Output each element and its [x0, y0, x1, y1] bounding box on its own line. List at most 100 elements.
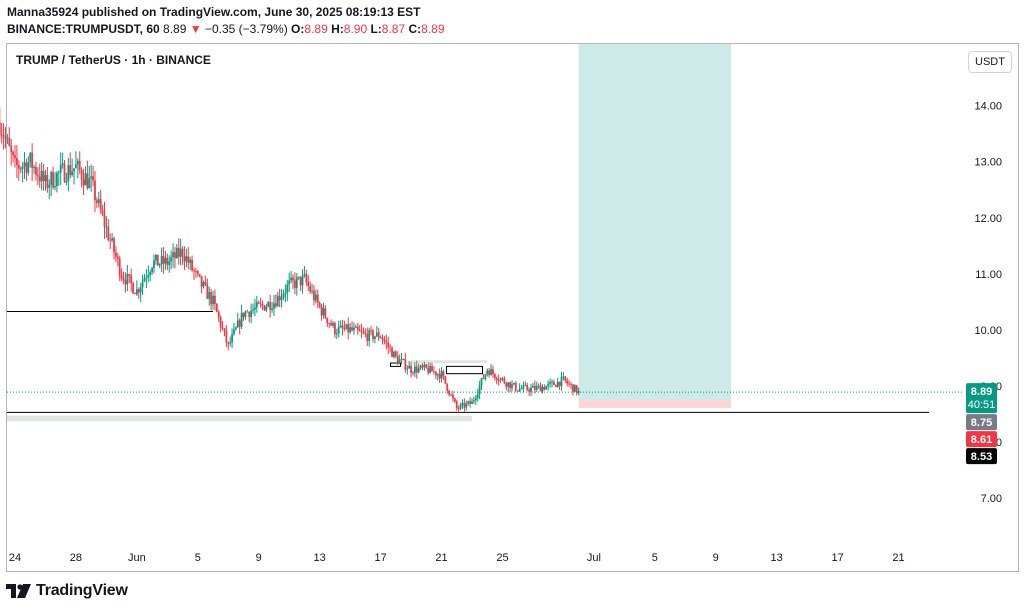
candle-body: [564, 376, 567, 381]
candle-body: [343, 328, 346, 330]
chart-frame[interactable]: [6, 43, 1019, 572]
candle-body: [141, 281, 144, 288]
high-label: H:: [331, 22, 344, 36]
candle-body: [339, 325, 342, 327]
candle-body: [457, 408, 460, 409]
candle-body: [566, 380, 569, 384]
candle-body: [533, 385, 536, 390]
candle-body: [294, 280, 296, 288]
candle-body: [65, 181, 68, 183]
candle-body: [436, 373, 439, 376]
candle-body: [412, 372, 414, 374]
candle-body: [394, 351, 397, 357]
candle-body: [164, 257, 167, 264]
candle-body: [309, 285, 312, 292]
time-axis[interactable]: 24 28 Jun 5 9 13 17 21 25 Jul 5 9 13 17 21: [9, 552, 905, 564]
candle-body: [377, 332, 380, 338]
candle-body: [465, 403, 468, 408]
candle-body: [402, 358, 405, 360]
last-price: 8.89: [163, 22, 187, 36]
candle-body: [206, 284, 209, 299]
candle-body: [46, 175, 49, 188]
time-tick-label: 5: [652, 552, 658, 564]
candle-body: [248, 311, 251, 317]
candle-body: [217, 311, 220, 318]
candle-body: [55, 172, 58, 186]
candle-body: [284, 292, 287, 294]
candle-body: [122, 278, 125, 280]
candle-body: [25, 162, 28, 173]
candle-body: [575, 385, 578, 394]
candle-body: [295, 277, 298, 288]
candle-body: [130, 275, 133, 283]
candle-body: [134, 293, 136, 295]
candle-body: [459, 404, 462, 409]
candle-body: [61, 163, 64, 165]
candle-body: [507, 382, 510, 387]
candle-body: [8, 137, 11, 146]
candle-body: [189, 259, 192, 263]
candle-body: [97, 199, 100, 203]
candle-body: [257, 302, 260, 304]
publisher-line: Manna35924 published on TradingView.com,…: [7, 5, 421, 19]
candle-body: [35, 167, 37, 175]
candle-body: [286, 284, 289, 293]
candle-body: [573, 385, 576, 392]
candle-body: [149, 272, 152, 276]
candle-body: [434, 371, 437, 376]
range-box: [390, 362, 402, 367]
brand-name: TradingView: [36, 582, 128, 599]
candle-body: [318, 302, 321, 307]
candle-body: [116, 256, 119, 259]
candle-body: [389, 347, 392, 348]
candle-body: [17, 164, 20, 169]
candles: [0, 107, 580, 413]
candle-body: [156, 254, 159, 266]
candle-body: [27, 162, 30, 173]
candle-body: [433, 371, 435, 373]
candle-body: [413, 366, 416, 374]
candle-body: [326, 317, 329, 324]
candle-body: [111, 238, 114, 241]
candle-body: [175, 247, 178, 259]
candle-body: [105, 226, 108, 228]
time-tick-label: 9: [713, 552, 719, 564]
candle-body: [128, 274, 131, 276]
candle-body: [288, 280, 291, 285]
candle-body: [408, 365, 411, 369]
candle-body: [202, 282, 205, 287]
stop-loss-zone: [578, 400, 731, 408]
candle-body: [556, 381, 559, 387]
candle-body: [341, 325, 344, 329]
candle-body: [160, 255, 163, 265]
candle-body: [356, 326, 359, 331]
tradingview-logo[interactable]: TradingView: [6, 582, 128, 600]
candle-body: [332, 323, 334, 326]
candle-body: [84, 173, 87, 186]
candle-body: [511, 384, 513, 389]
candle-body: [273, 303, 275, 309]
candle-body: [181, 248, 184, 257]
candle-body: [132, 282, 134, 294]
candle-body: [179, 248, 182, 257]
candle-body: [115, 252, 117, 257]
candle-body: [19, 168, 22, 170]
candle-body: [404, 359, 407, 370]
candle-body: [174, 252, 176, 259]
candle-body: [301, 275, 304, 286]
candle-body: [406, 368, 409, 370]
candle-body: [484, 374, 487, 379]
candle-body: [225, 330, 228, 343]
candle-body: [38, 176, 41, 182]
time-tick-label: 25: [496, 552, 508, 564]
currency-button[interactable]: USDT: [968, 51, 1012, 73]
candle-body: [530, 387, 532, 392]
candle-body: [471, 401, 473, 404]
candle-body: [255, 302, 258, 308]
candle-body: [153, 260, 155, 268]
candle-body: [143, 278, 146, 282]
candle-body: [535, 386, 538, 390]
countdown-label-text: 40:51: [968, 399, 996, 411]
candle-body: [425, 364, 428, 368]
